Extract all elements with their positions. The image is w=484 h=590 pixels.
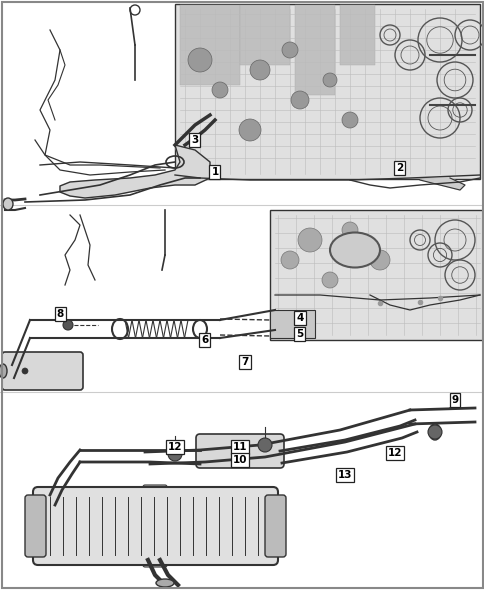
Ellipse shape	[3, 198, 13, 210]
Text: 10: 10	[232, 455, 247, 465]
Text: 13: 13	[337, 470, 351, 480]
Circle shape	[167, 447, 182, 461]
Text: 2: 2	[395, 163, 403, 173]
FancyBboxPatch shape	[270, 210, 484, 340]
Circle shape	[297, 228, 321, 252]
FancyBboxPatch shape	[240, 5, 289, 65]
Polygon shape	[60, 145, 210, 198]
FancyBboxPatch shape	[339, 5, 374, 65]
FancyBboxPatch shape	[2, 352, 83, 390]
Text: 12: 12	[167, 442, 182, 452]
Ellipse shape	[156, 579, 174, 587]
Text: 5: 5	[296, 329, 303, 339]
Circle shape	[322, 73, 336, 87]
Circle shape	[239, 119, 260, 141]
Ellipse shape	[428, 424, 440, 440]
Circle shape	[63, 320, 73, 330]
Text: 6: 6	[201, 335, 208, 345]
Text: 1: 1	[211, 167, 218, 177]
Circle shape	[212, 82, 227, 98]
FancyBboxPatch shape	[264, 495, 286, 557]
Text: 8: 8	[56, 309, 63, 319]
FancyBboxPatch shape	[270, 310, 314, 338]
Text: 12: 12	[387, 448, 401, 458]
FancyBboxPatch shape	[196, 434, 284, 468]
FancyBboxPatch shape	[33, 487, 277, 565]
FancyBboxPatch shape	[143, 485, 166, 567]
Circle shape	[290, 91, 308, 109]
FancyBboxPatch shape	[175, 4, 479, 179]
Circle shape	[369, 250, 389, 270]
Circle shape	[281, 42, 297, 58]
Ellipse shape	[0, 364, 7, 378]
Circle shape	[341, 222, 357, 238]
Text: 3: 3	[191, 135, 198, 145]
Circle shape	[280, 251, 298, 269]
Text: 4: 4	[296, 313, 303, 323]
Text: 11: 11	[232, 442, 247, 452]
Circle shape	[22, 368, 28, 374]
Circle shape	[321, 272, 337, 288]
Text: 9: 9	[451, 395, 457, 405]
Circle shape	[427, 425, 441, 439]
Circle shape	[341, 112, 357, 128]
Circle shape	[249, 60, 270, 80]
FancyBboxPatch shape	[180, 5, 240, 85]
Ellipse shape	[329, 232, 379, 267]
Circle shape	[257, 438, 272, 452]
FancyBboxPatch shape	[294, 5, 334, 95]
Circle shape	[188, 48, 212, 72]
Text: 7: 7	[241, 357, 248, 367]
FancyBboxPatch shape	[25, 495, 46, 557]
Polygon shape	[419, 178, 464, 190]
